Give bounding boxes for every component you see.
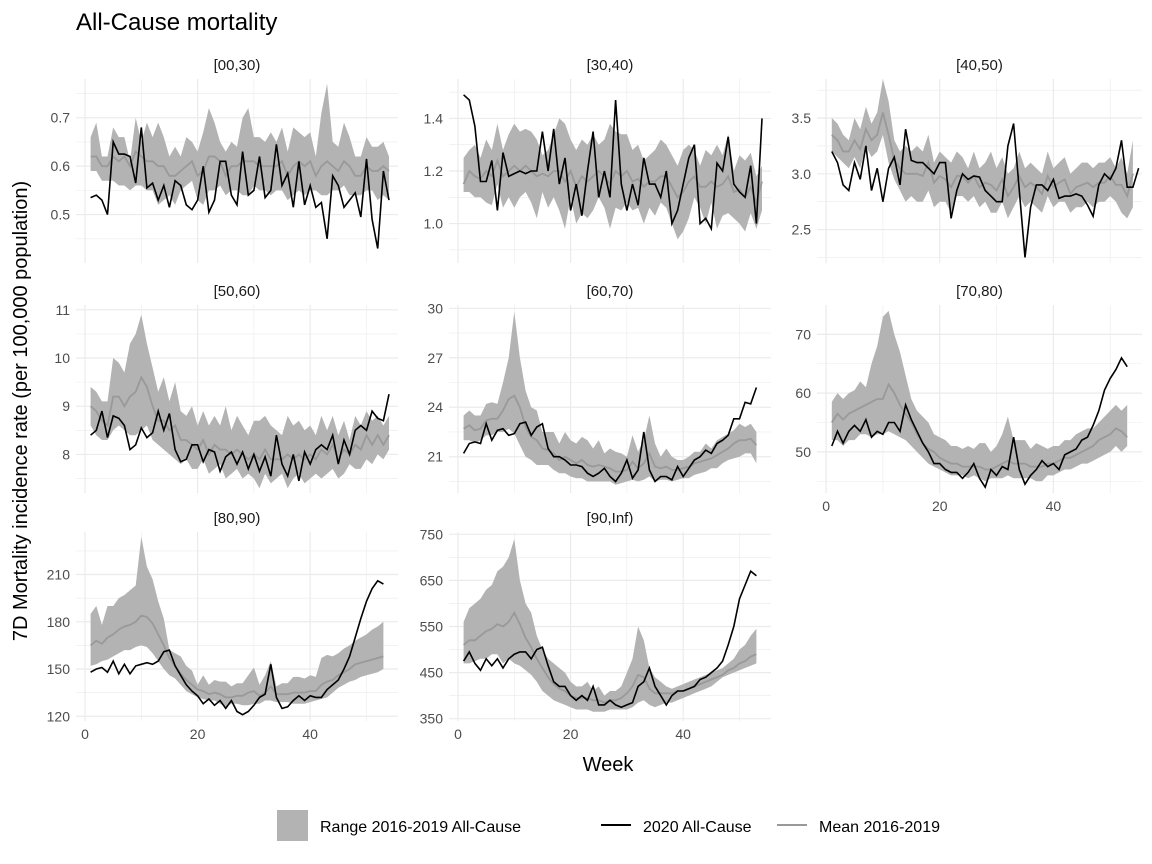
- facet-strip-label: [80,90): [214, 510, 261, 527]
- range-band: [90, 536, 384, 707]
- x-tick-label: 40: [1046, 498, 1062, 514]
- y-tick-label: 3.0: [792, 166, 812, 182]
- y-tick-label: 0.7: [51, 110, 71, 126]
- y-tick-label: 50: [795, 444, 811, 460]
- current-2020-line: [90, 579, 384, 716]
- y-tick-label: 550: [420, 619, 444, 635]
- y-tick-label: 9: [62, 398, 70, 414]
- y-tick-label: 3.5: [792, 110, 812, 126]
- current-2020-line: [462, 387, 758, 483]
- current-2020-line: [90, 127, 390, 249]
- mean-line: [831, 382, 1128, 471]
- y-tick-label: 60: [795, 385, 811, 401]
- mean-line: [90, 614, 384, 699]
- current-2020-line: [831, 356, 1128, 489]
- current-2020-line: [831, 123, 1140, 258]
- x-tick-label: 20: [563, 726, 579, 742]
- facet-panel: [40,50) 2.5 3.0 3.5: [792, 57, 1142, 263]
- current-2020-line: [462, 569, 757, 709]
- current-2020-line: [463, 94, 763, 232]
- x-tick-label: 0: [822, 498, 830, 514]
- mean-line: [462, 157, 763, 206]
- x-tick-label: 40: [675, 726, 691, 742]
- y-tick-label: 8: [62, 446, 70, 462]
- y-tick-label: 70: [795, 326, 811, 342]
- facet-strip-label: [50,60): [214, 283, 261, 300]
- y-tick-label: 350: [420, 711, 444, 727]
- x-tick-label: 20: [190, 726, 206, 742]
- facet-strip-label: [40,50): [956, 57, 1003, 74]
- legend: Range 2016-2019 All-Cause 2020 All-Cause…: [277, 810, 940, 841]
- range-band: [831, 79, 1133, 219]
- y-tick-label: 1.2: [424, 163, 444, 179]
- facet-panel: [30,40) 1.0 1.2 1.4: [424, 57, 771, 263]
- x-tick-label: 40: [302, 726, 318, 742]
- facet-panel: [00,30) 0.5 0.6 0.7: [51, 57, 398, 263]
- y-tick-label: 30: [427, 300, 443, 316]
- range-band: [463, 311, 757, 485]
- y-tick-label: 10: [54, 350, 70, 366]
- x-tick-label: 20: [932, 498, 948, 514]
- y-tick-label: 450: [420, 665, 444, 681]
- mean-line: [463, 394, 758, 473]
- facet-panels: [00,30) 0.5 0.6 0.7 [30,40) 1.0 1.2 1.4 [40,50) 2…: [47, 57, 1142, 742]
- chart-title: All-Cause mortality: [76, 9, 277, 36]
- x-tick-label: 0: [454, 726, 462, 742]
- y-tick-label: 21: [427, 449, 443, 465]
- legend-range-swatch: [277, 810, 308, 841]
- facet-strip-label: [30,40): [587, 57, 634, 74]
- y-tick-label: 2.5: [792, 222, 812, 238]
- facet-panel: [70,80) 50 60 70 0 20 40: [795, 283, 1142, 514]
- y-tick-label: 150: [47, 661, 71, 677]
- y-tick-label: 27: [427, 350, 443, 366]
- y-tick-label: 0.6: [51, 158, 71, 174]
- legend-range-label: Range 2016-2019 All-Cause: [320, 819, 521, 836]
- facet-strip-label: [60,70): [587, 283, 634, 300]
- range-band: [90, 314, 389, 489]
- facet-panel: [80,90) 120 150 180 210 0 20 40: [47, 510, 398, 742]
- y-tick-label: 0.5: [51, 207, 71, 223]
- y-tick-label: 650: [420, 572, 444, 588]
- y-tick-label: 1.4: [424, 110, 444, 126]
- facet-panel: [50,60) 8 9 10 11: [54, 283, 398, 493]
- facet-strip-label: [70,80): [956, 283, 1003, 300]
- legend-mean-label: Mean 2016-2019: [819, 819, 940, 836]
- y-tick-label: 750: [420, 526, 444, 542]
- x-tick-label: 0: [81, 726, 89, 742]
- legend-current-label: 2020 All-Cause: [643, 819, 752, 836]
- facet-panel: [60,70) 21 24 27 30: [427, 283, 771, 493]
- x-axis-title: Week: [583, 754, 635, 776]
- facet-strip-label: [90,Inf): [587, 510, 634, 527]
- range-band: [90, 83, 389, 205]
- y-tick-label: 120: [47, 708, 71, 724]
- range-band: [831, 310, 1128, 482]
- y-tick-label: 24: [427, 399, 443, 415]
- y-tick-label: 1.0: [424, 216, 444, 232]
- y-tick-label: 210: [47, 567, 71, 583]
- facet-strip-label: [00,30): [214, 57, 261, 74]
- mean-line: [90, 150, 390, 178]
- current-2020-line: [90, 394, 390, 482]
- facet-panel: [90,Inf) 350 450 550 650 750 0 20 40: [420, 510, 771, 742]
- y-tick-label: 180: [47, 614, 71, 630]
- y-tick-label: 11: [55, 302, 70, 318]
- range-band: [463, 538, 757, 712]
- y-axis-title: 7D Mortality incidence rate (per 100,000…: [10, 181, 32, 641]
